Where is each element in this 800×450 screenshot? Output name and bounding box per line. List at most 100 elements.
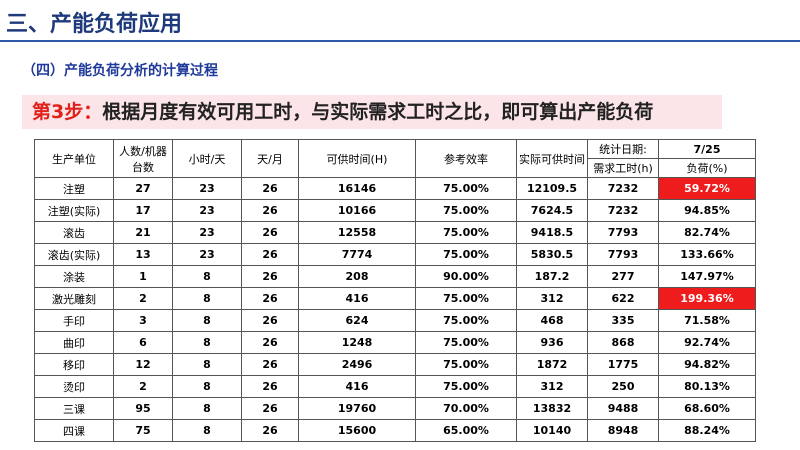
cell: 335 <box>587 309 659 332</box>
cell: 8 <box>172 287 242 310</box>
cell: 9488 <box>587 397 659 420</box>
cell: 8 <box>172 265 242 288</box>
cell: 注塑(实际) <box>34 199 114 222</box>
cell: 7793 <box>587 221 659 244</box>
cell: 8 <box>172 375 242 398</box>
cell: 8 <box>172 309 242 332</box>
cell: 250 <box>587 375 659 398</box>
cell: 7232 <box>587 177 659 200</box>
cell: 滚齿(实际) <box>34 243 114 266</box>
cell: 94.82% <box>658 353 756 376</box>
title: 三、产能负荷应用 <box>6 12 183 37</box>
cell: 23 <box>172 199 242 222</box>
cell: 激光雕刻 <box>34 287 114 310</box>
cell: 23 <box>172 221 242 244</box>
table-row: 三课 95 8 26 19760 70.00% 13832 9488 68.60% <box>34 397 756 420</box>
cell: 312 <box>516 375 588 398</box>
cell: 65.00% <box>415 419 517 442</box>
table-row: 滚齿(实际) 13 23 26 7774 75.00% 5830.5 7793 133.66% <box>34 243 756 266</box>
cell: 75.00% <box>415 331 517 354</box>
cell: 312 <box>516 287 588 310</box>
cell: 16146 <box>298 177 416 200</box>
cell: 三课 <box>34 397 114 420</box>
cell: 133.66% <box>658 243 756 266</box>
cell: 26 <box>241 419 299 442</box>
sub-header: 负荷(%) <box>658 158 756 178</box>
cell: 75.00% <box>415 309 517 332</box>
cell: 烫印 <box>34 375 114 398</box>
cell: 75.00% <box>415 243 517 266</box>
cell: 75.00% <box>415 199 517 222</box>
cell: 147.97% <box>658 265 756 288</box>
table-row: 滚齿 21 23 26 12558 75.00% 9418.5 7793 82.74% <box>34 221 756 244</box>
table-row: 曲印 6 8 26 1248 75.00% 936 868 92.74% <box>34 331 756 354</box>
cell: 10140 <box>516 419 588 442</box>
col-header: 参考效率 <box>415 139 517 178</box>
cell: 187.2 <box>516 265 588 288</box>
cell: 75 <box>113 419 173 442</box>
col-header: 7/25 <box>658 139 756 159</box>
cell: 12558 <box>298 221 416 244</box>
table-row: 四课 75 8 26 15600 65.00% 10140 8948 88.24% <box>34 419 756 442</box>
table: 生产单位 人数/机器台数 小时/天 天/月 可供时间(H) 参考效率 实际可供时… <box>34 139 756 442</box>
cell: 277 <box>587 265 659 288</box>
cell: 19760 <box>298 397 416 420</box>
subtitle: （四）产能负荷分析的计算过程 <box>22 63 218 79</box>
cell: 59.72% <box>658 177 756 200</box>
cell: 9418.5 <box>516 221 588 244</box>
cell: 21 <box>113 221 173 244</box>
banner-text: 根据月度有效可用工时，与实际需求工时之比，即可算出产能负荷 <box>102 101 654 123</box>
cell: 94.85% <box>658 199 756 222</box>
cell: 75.00% <box>415 375 517 398</box>
cell: 416 <box>298 375 416 398</box>
cell: 26 <box>241 177 299 200</box>
cell: 75.00% <box>415 287 517 310</box>
cell: 6 <box>113 331 173 354</box>
cell: 90.00% <box>415 265 517 288</box>
cell: 12 <box>113 353 173 376</box>
cell: 8948 <box>587 419 659 442</box>
cell: 622 <box>587 287 659 310</box>
cell: 26 <box>241 199 299 222</box>
cell: 624 <box>298 309 416 332</box>
col-header: 可供时间(H) <box>298 139 416 178</box>
cell: 26 <box>241 287 299 310</box>
cell: 26 <box>241 309 299 332</box>
table-row: 激光雕刻 2 8 26 416 75.00% 312 622 199.36% <box>34 287 756 310</box>
cell: 13 <box>113 243 173 266</box>
cell: 26 <box>241 331 299 354</box>
cell: 88.24% <box>658 419 756 442</box>
cell: 75.00% <box>415 353 517 376</box>
cell: 26 <box>241 397 299 420</box>
col-header: 人数/机器台数 <box>113 139 173 178</box>
cell: 80.13% <box>658 375 756 398</box>
cell: 7774 <box>298 243 416 266</box>
rule <box>0 40 800 42</box>
cell: 23 <box>172 243 242 266</box>
cell: 26 <box>241 375 299 398</box>
cell: 936 <box>516 331 588 354</box>
cell: 8 <box>172 353 242 376</box>
cell: 1 <box>113 265 173 288</box>
col-header: 天/月 <box>241 139 299 178</box>
cell: 注塑 <box>34 177 114 200</box>
cell: 滚齿 <box>34 221 114 244</box>
cell: 涂装 <box>34 265 114 288</box>
cell: 7232 <box>587 199 659 222</box>
table-row: 涂装 1 8 26 208 90.00% 187.2 277 147.97% <box>34 265 756 288</box>
cell: 移印 <box>34 353 114 376</box>
cell: 17 <box>113 199 173 222</box>
cell: 8 <box>172 419 242 442</box>
sub-header: 需求工时(h) <box>587 158 659 178</box>
cell: 2 <box>113 287 173 310</box>
cell: 71.58% <box>658 309 756 332</box>
cell: 1872 <box>516 353 588 376</box>
col-header: 生产单位 <box>34 139 114 178</box>
table-row: 注塑 27 23 26 16146 75.00% 12109.5 7232 59.72% <box>34 177 756 200</box>
cell: 199.36% <box>658 287 756 310</box>
cell: 468 <box>516 309 588 332</box>
cell: 13832 <box>516 397 588 420</box>
cell: 15600 <box>298 419 416 442</box>
cell: 23 <box>172 177 242 200</box>
